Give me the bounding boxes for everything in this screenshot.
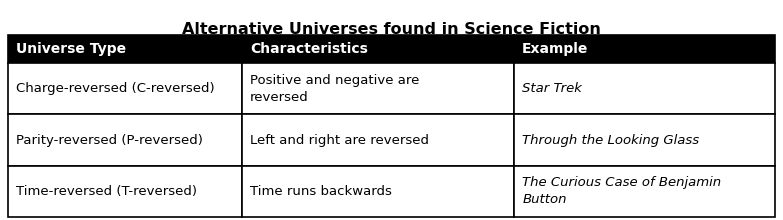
Bar	[242, 63, 514, 114]
Text: Time runs backwards: Time runs backwards	[250, 185, 392, 198]
Bar	[514, 35, 775, 63]
Text: Time-reversed (T-reversed): Time-reversed (T-reversed)	[16, 185, 197, 198]
Text: Charge-reversed (C-reversed): Charge-reversed (C-reversed)	[16, 82, 215, 95]
Bar	[8, 114, 242, 166]
Text: Alternative Universes found in Science Fiction: Alternative Universes found in Science F…	[182, 22, 601, 37]
Bar	[8, 63, 242, 114]
Bar	[514, 63, 775, 114]
Bar	[242, 35, 514, 63]
Text: Example: Example	[522, 42, 589, 56]
Text: The Curious Case of Benjamin
Button: The Curious Case of Benjamin Button	[522, 176, 721, 206]
Text: Star Trek: Star Trek	[522, 82, 582, 95]
Bar	[242, 166, 514, 217]
Bar	[242, 114, 514, 166]
Bar	[8, 35, 242, 63]
Bar	[514, 166, 775, 217]
Text: Through the Looking Glass: Through the Looking Glass	[522, 134, 699, 147]
Text: Characteristics: Characteristics	[250, 42, 368, 56]
Text: Universe Type: Universe Type	[16, 42, 126, 56]
Text: Parity-reversed (P-reversed): Parity-reversed (P-reversed)	[16, 134, 203, 147]
Bar	[514, 114, 775, 166]
Text: Positive and negative are
reversed: Positive and negative are reversed	[250, 74, 420, 104]
Text: Left and right are reversed: Left and right are reversed	[250, 134, 429, 147]
Bar	[8, 166, 242, 217]
